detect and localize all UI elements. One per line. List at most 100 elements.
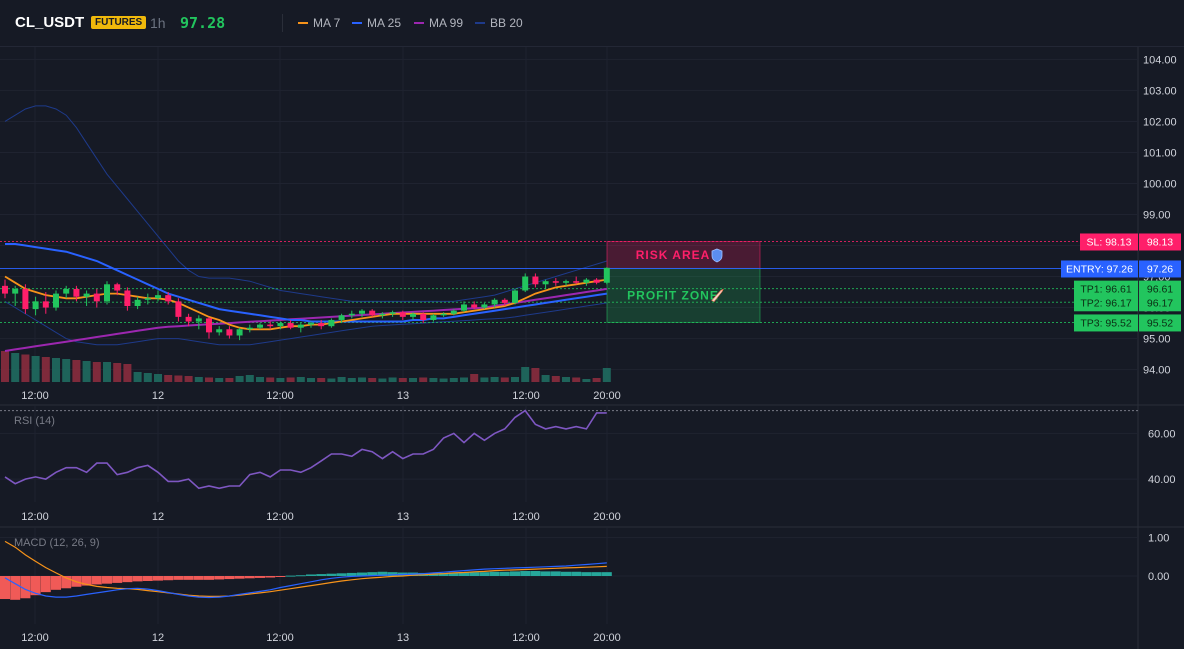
legend-swatch-ma25 xyxy=(352,22,362,24)
volume-bar xyxy=(490,377,499,382)
macd-histogram-bar xyxy=(255,576,265,578)
last-price: 97.28 xyxy=(180,14,226,32)
volume-bar xyxy=(511,377,519,382)
macd-histogram-bar xyxy=(601,572,612,576)
candle-body xyxy=(185,316,192,322)
volume-bar xyxy=(480,377,489,382)
macd-histogram-bar xyxy=(591,572,602,576)
candle-body xyxy=(165,295,172,302)
macd-histogram-bar xyxy=(0,576,10,600)
candle-body xyxy=(420,313,427,320)
macd-histogram-bar xyxy=(346,572,357,576)
candle-body xyxy=(2,285,8,294)
timeframe-selector[interactable]: 1h xyxy=(150,15,166,31)
candle-body xyxy=(236,329,243,336)
volume-bar xyxy=(225,378,234,382)
axis-price-tag-label: 95.52 xyxy=(1147,317,1173,329)
macd-histogram-bar xyxy=(387,572,398,576)
rocket-icon xyxy=(711,288,724,302)
macd-histogram-bar xyxy=(265,576,276,578)
macd-tick-label: 1.00 xyxy=(1148,533,1169,545)
macd-histogram-bar xyxy=(336,573,347,576)
volume-bar xyxy=(133,372,142,382)
candle-body xyxy=(216,329,223,333)
level-tag-label: SL: 98.13 xyxy=(1087,236,1132,248)
candle-body xyxy=(318,323,325,327)
legend-ma25[interactable]: MA 25 xyxy=(352,16,401,30)
candle-body xyxy=(83,293,90,297)
time-tick-label: 12:00 xyxy=(21,390,49,402)
volume-bar xyxy=(470,374,479,382)
volume-bar xyxy=(541,375,550,382)
candle-body xyxy=(501,299,508,303)
level-tag xyxy=(1074,294,1138,312)
volume-bar xyxy=(347,378,356,382)
futures-badge: FUTURES xyxy=(91,16,147,29)
candle-body xyxy=(53,293,59,308)
candle-body xyxy=(246,327,253,330)
macd-histogram-bar xyxy=(581,572,592,576)
volume-bar xyxy=(551,376,560,382)
candle-body xyxy=(603,267,610,283)
candle-body xyxy=(450,310,457,314)
time-tick-label: 12:00 xyxy=(512,632,540,644)
volume-bar xyxy=(592,378,601,382)
candle-body xyxy=(32,301,39,310)
axis-price-tag xyxy=(1139,260,1181,278)
volume-bar xyxy=(92,362,101,382)
volume-bar xyxy=(286,377,295,382)
candle-body xyxy=(583,279,590,283)
volume-bar xyxy=(358,377,366,382)
axis-price-tag-label: 96.17 xyxy=(1147,297,1173,309)
time-tick-label: 20:00 xyxy=(593,390,621,402)
macd-line xyxy=(4,562,607,599)
macd-histogram-bar xyxy=(30,576,41,596)
candle-body xyxy=(257,324,263,328)
candle-body xyxy=(359,310,365,314)
candle-body xyxy=(277,323,284,327)
macd-histogram-bar xyxy=(520,571,531,576)
volume-bar xyxy=(194,377,203,382)
legend-swatch-ma7 xyxy=(298,22,308,24)
volume-bar xyxy=(409,378,417,382)
macd-histogram-bar xyxy=(153,576,163,581)
candle-body xyxy=(471,304,478,308)
macd-histogram-bar xyxy=(285,575,296,577)
legend-ma99[interactable]: MA 99 xyxy=(414,16,463,30)
candle-body xyxy=(63,288,70,294)
bollinger-upper-band xyxy=(4,105,607,302)
time-tick-label: 13 xyxy=(397,511,409,523)
volume-bar xyxy=(429,378,438,382)
macd-histogram-bar xyxy=(295,575,306,577)
volume-bar xyxy=(215,378,224,382)
volume-bar xyxy=(184,376,193,382)
volume-bar xyxy=(103,362,111,382)
volume-bar xyxy=(123,364,132,382)
macd-histogram-bar xyxy=(367,572,378,576)
macd-histogram-bar xyxy=(510,571,520,576)
candle-body xyxy=(379,313,386,316)
candle-body xyxy=(430,315,437,320)
legend-ma7[interactable]: MA 7 xyxy=(298,16,340,30)
volume-bar xyxy=(521,367,530,382)
macd-histogram-bar xyxy=(51,576,61,590)
legend-label-ma25: MA 25 xyxy=(367,16,402,30)
volume-bar xyxy=(41,357,50,382)
candle-body xyxy=(338,315,345,320)
volume-bar xyxy=(143,373,152,382)
volume-bar xyxy=(276,378,285,382)
symbol-name[interactable]: CL_USDT xyxy=(15,14,85,31)
ma99-line xyxy=(4,287,607,352)
level-tag-label: ENTRY: 97.26 xyxy=(1066,263,1133,275)
axis-price-tag xyxy=(1139,233,1181,251)
volume-bar xyxy=(235,376,244,382)
macd-histogram-bar xyxy=(112,576,123,583)
legend-bb20[interactable]: BB 20 xyxy=(475,16,523,30)
axis-price-tag-label: 97.26 xyxy=(1147,263,1173,275)
volume-bar xyxy=(1,351,9,382)
axis-price-tag-label: 96.61 xyxy=(1147,284,1173,296)
volume-bar xyxy=(398,378,407,382)
rsi-pane-label: RSI (14) xyxy=(14,415,55,427)
volume-bar xyxy=(296,377,305,382)
